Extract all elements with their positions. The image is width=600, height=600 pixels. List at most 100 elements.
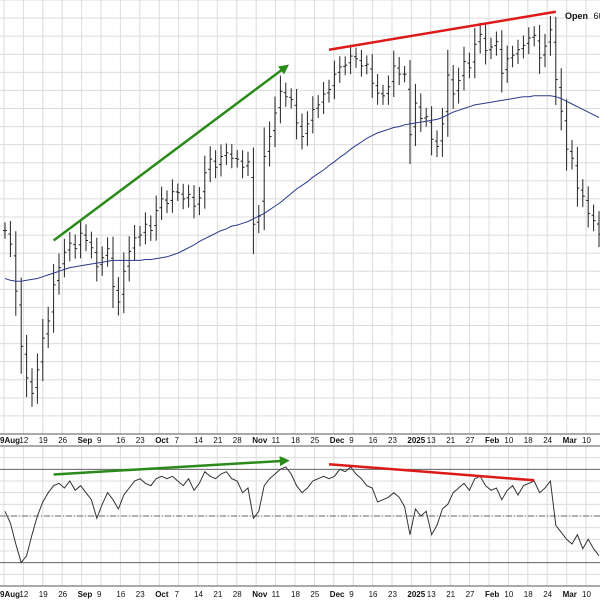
ohlc-bar: [354, 47, 358, 68]
indicator-downtrend-line: [328, 462, 535, 482]
x-axis-tick-label: Feb: [485, 436, 499, 445]
ohlc-bar: [543, 33, 547, 68]
x-axis-tick-label: 28: [233, 590, 242, 599]
x-axis-tick-label: 19: [39, 436, 48, 445]
x-axis-tick-label: 2025: [407, 590, 425, 599]
x-axis-tick-label: Mar: [563, 436, 577, 445]
ohlc-bar: [251, 147, 256, 255]
x-axis-tick-label: 11: [272, 436, 281, 445]
x-axis-tick-label: 18: [291, 436, 300, 445]
price-resistance-line: [328, 10, 557, 51]
ohlc-bar: [219, 144, 223, 177]
ohlc-bar: [316, 95, 321, 118]
x-axis-tick-label: 16: [369, 436, 378, 445]
x-axis-tick-label: Dec: [330, 590, 345, 599]
price-uptrend-arrow: [52, 64, 290, 242]
x-axis-tick-label: 10: [582, 590, 591, 599]
x-axis-tick-label: 23: [388, 436, 397, 445]
open-value: 60: [594, 11, 600, 21]
ohlc-bar: [505, 45, 510, 83]
x-axis-tick-label: 23: [388, 590, 397, 599]
ohlc-bar: [202, 155, 207, 209]
x-axis-tick-label: 10: [504, 436, 513, 445]
x-axis-tick-label: 23: [136, 590, 145, 599]
ohlc-bar: [89, 231, 94, 259]
x-axis-tick-label: 7: [175, 436, 180, 445]
ohlc-bar: [553, 16, 558, 106]
ohlc-bar: [597, 211, 600, 248]
x-axis-tick-label: Feb: [485, 590, 499, 599]
x-axis-tick-label: 26: [58, 436, 67, 445]
ohlc-bar: [116, 276, 121, 316]
x-axis-tick-label: 25: [310, 590, 319, 599]
x-axis-tick-label: Oct: [155, 436, 169, 445]
x-axis-tick-label: 14: [194, 436, 203, 445]
x-axis-tick-label: 24: [543, 436, 552, 445]
ohlc-bar: [224, 143, 229, 165]
ohlc-bar: [235, 150, 240, 168]
ohlc-bar: [408, 59, 412, 165]
ohlc-bar: [499, 30, 504, 93]
ohlc-bar: [489, 37, 493, 60]
ohlc-bar: [30, 368, 34, 407]
ohlc-bar: [478, 22, 483, 54]
ohlc-bar: [73, 234, 78, 259]
ohlc-bar: [391, 50, 396, 98]
ohlc-bar: [186, 184, 191, 208]
ohlc-bar: [170, 179, 175, 213]
ohlc-bar: [580, 179, 585, 208]
ohlc-bar: [526, 27, 531, 55]
ohlc-bar: [510, 45, 515, 68]
ohlc-bar: [213, 150, 218, 179]
x-axis-tick-label: 21: [446, 436, 455, 445]
x-axis-tick-label: 28: [233, 436, 242, 445]
ohlc-bar: [472, 27, 477, 79]
ohlc-bar: [413, 83, 418, 147]
ohlc-bar: [337, 56, 342, 84]
ohlc-bar: [273, 96, 277, 148]
ohlc-bar: [94, 237, 99, 282]
ohlc-bar: [289, 88, 294, 109]
x-axis-tick-label: 16: [116, 436, 125, 445]
x-axis-tick-label: 14: [194, 590, 203, 599]
ohlc-bar: [440, 107, 445, 157]
ohlc-bar: [516, 39, 520, 64]
ohlc-bar: [462, 46, 466, 91]
ohlc-bar: [46, 306, 51, 349]
x-axis-tick-label: 21: [213, 590, 222, 599]
x-axis-tick-label: 11: [272, 590, 281, 599]
x-axis-labels-indicator: 9Aug 12 19 26 Sep 9 16 23 Oct 7 14 21 28 Nov 11 18 25 Dec…: [0, 590, 591, 599]
ohlc-bar: [483, 24, 488, 65]
ohlc-bar: [348, 44, 353, 75]
ohlc-bar: [310, 96, 315, 134]
ohlc-bar: [327, 79, 331, 103]
x-axis-tick-label: 27: [466, 436, 475, 445]
x-axis-tick-label: 7: [175, 590, 180, 599]
x-axis-tick-label: Nov: [252, 590, 268, 599]
ohlc-bar: [229, 144, 234, 169]
ohlc-bar: [148, 215, 153, 241]
ohlc-bar: [35, 353, 40, 404]
x-axis-tick-label: 16: [369, 590, 378, 599]
ohlc-bar: [143, 212, 148, 245]
ohlc-bar: [559, 68, 564, 131]
ohlc-bar: [445, 49, 450, 137]
ohlc-bar: [494, 31, 499, 56]
ohlc-bar: [181, 183, 186, 210]
ohlc-bar: [537, 24, 542, 74]
x-axis-tick-label: 18: [524, 590, 533, 599]
indicator-reference-lines: [0, 468, 600, 564]
ohlc-bar: [3, 222, 7, 239]
ohlc-bar: [13, 231, 18, 316]
ohlc-bar: [100, 246, 105, 276]
indicator-line: [4, 466, 600, 564]
ohlc-bar: [78, 219, 83, 259]
ohlc-bar: [127, 236, 132, 282]
x-axis-tick-label: Oct: [155, 590, 169, 599]
ohlc-bar: [532, 26, 537, 47]
x-axis-tick-label: 12: [19, 436, 28, 445]
x-axis-tick-label: 19: [39, 590, 48, 599]
x-axis-tick-label: 13: [427, 590, 436, 599]
